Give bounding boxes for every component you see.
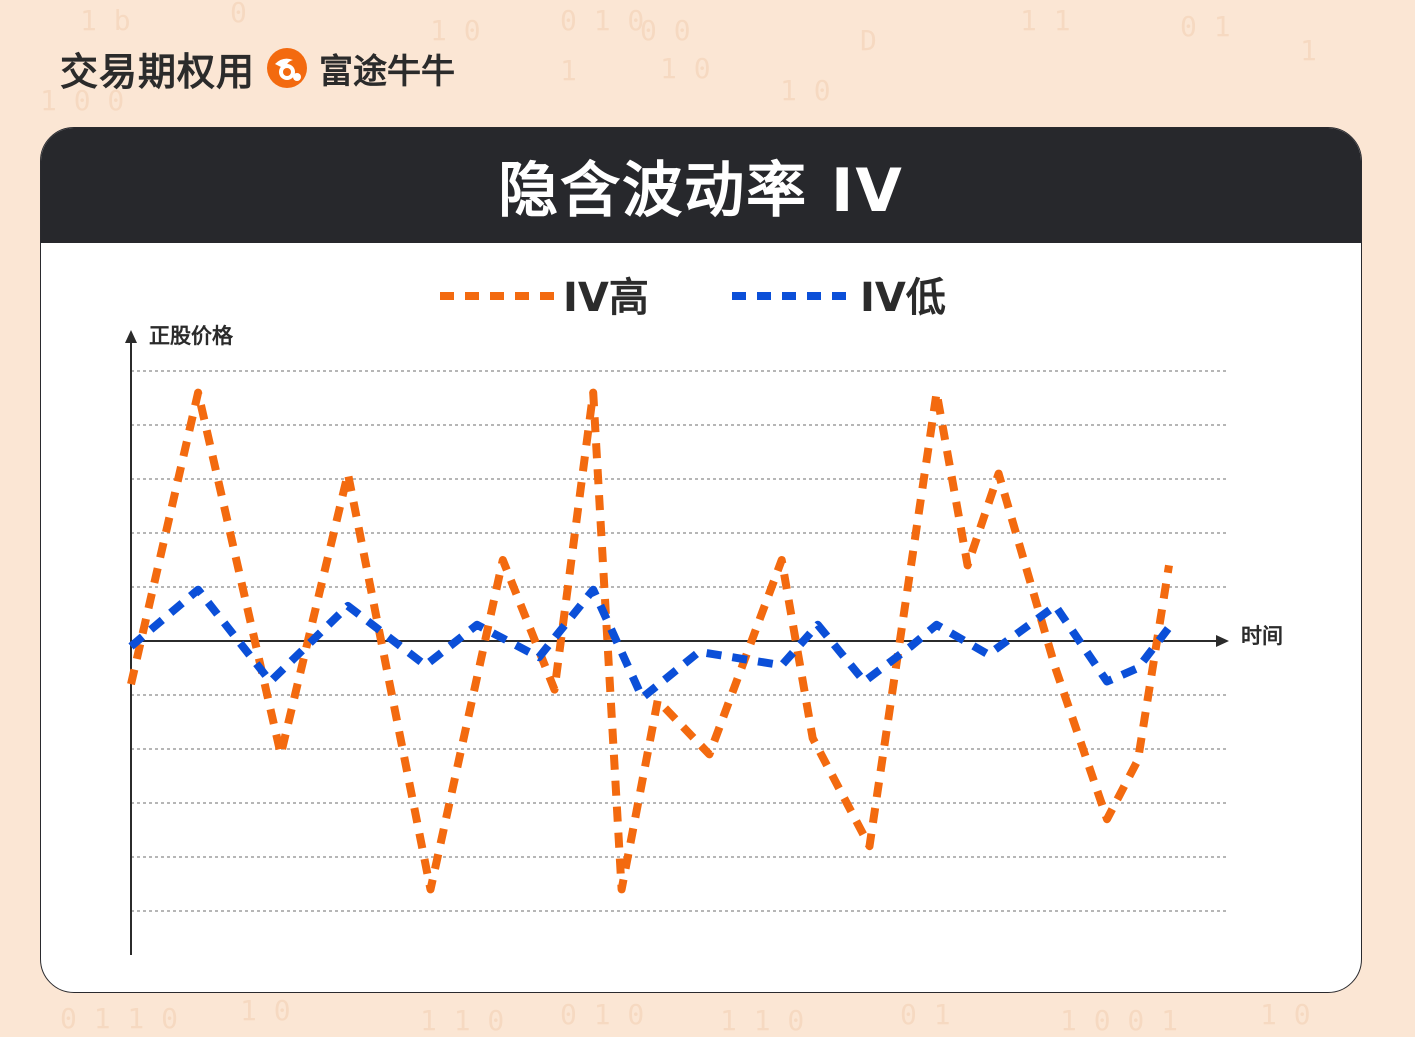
svg-text:0 1: 0 1: [1180, 10, 1231, 43]
series: [127, 388, 1173, 894]
svg-text:0: 0: [230, 0, 247, 29]
svg-text:0 1 1 0: 0 1 1 0: [60, 1002, 178, 1035]
svg-text:1 0: 1 0: [430, 14, 481, 47]
svg-text:0 1 0: 0 1 0: [560, 998, 644, 1031]
grid-lines: [131, 370, 1228, 912]
y-axis-arrow: [125, 330, 137, 343]
legend-label-iv-low: IV低: [860, 275, 946, 321]
svg-text:1: 1: [1300, 34, 1317, 67]
svg-text:1 0: 1 0: [1260, 998, 1311, 1031]
legend: IV高 IV低: [440, 275, 946, 321]
svg-text:D: D: [860, 24, 877, 57]
svg-text:1 0: 1 0: [240, 994, 291, 1027]
chart-card: 隐含波动率 IV: [40, 127, 1362, 993]
card-header: 隐含波动率 IV: [41, 128, 1361, 243]
brand-sub: 富途牛牛: [319, 51, 456, 92]
futu-logo-icon: [267, 48, 308, 88]
series-line-iv-high: [127, 388, 1173, 894]
svg-text:1 0: 1 0: [780, 74, 831, 107]
svg-text:1 b: 1 b: [80, 4, 131, 37]
svg-text:1 1 0: 1 1 0: [720, 1004, 804, 1037]
svg-text:1: 1: [560, 54, 577, 87]
legend-label-iv-high: IV高: [563, 275, 649, 321]
y-axis-label: 正股价格: [149, 324, 234, 348]
svg-text:0 0: 0 0: [640, 14, 691, 47]
svg-text:0 1: 0 1: [900, 998, 951, 1031]
x-axis-label: 时间: [1241, 624, 1283, 648]
svg-text:0 1 0: 0 1 0: [560, 4, 644, 37]
svg-text:1 0 0 1: 1 0 0 1: [1060, 1004, 1178, 1037]
brand-bar: 交易期权用 富途牛牛: [60, 40, 455, 96]
x-axis-arrow: [1216, 635, 1229, 647]
card-title: 隐含波动率 IV: [498, 156, 904, 226]
series-line-iv-low: [128, 585, 1173, 702]
svg-text:1 0 0: 1 0 0: [40, 84, 124, 117]
axes: 正股价格 时间: [125, 324, 1283, 955]
brand-text: 交易期权用: [60, 49, 256, 94]
svg-text:1 1: 1 1: [1020, 4, 1071, 37]
svg-text:1 1 0: 1 1 0: [420, 1004, 504, 1037]
svg-text:1 0: 1 0: [660, 52, 711, 85]
